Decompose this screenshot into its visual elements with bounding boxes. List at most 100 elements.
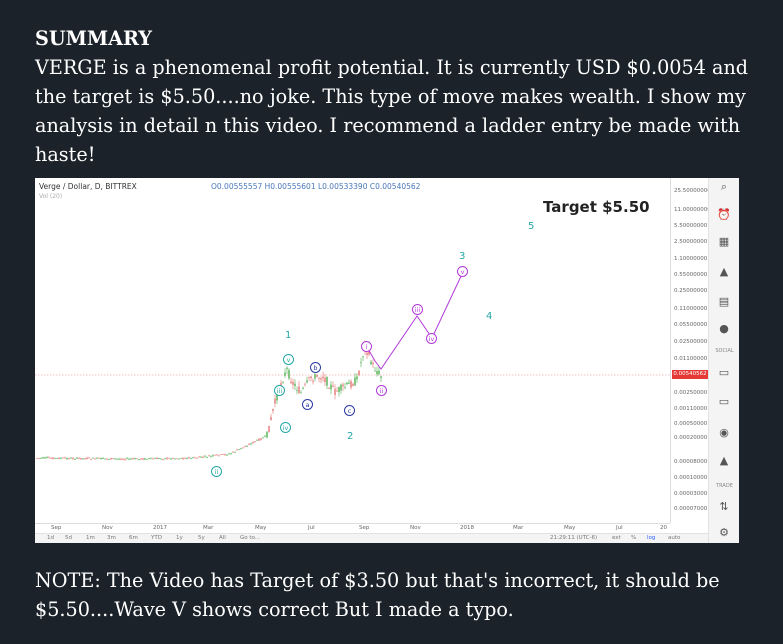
candle-body bbox=[112, 458, 114, 459]
candle-body bbox=[110, 457, 112, 460]
candle-body bbox=[70, 457, 72, 459]
candle-body bbox=[36, 458, 38, 459]
wave-label-b: b bbox=[310, 362, 321, 373]
candle-body bbox=[252, 441, 254, 444]
candle-body bbox=[244, 446, 246, 448]
candle-body bbox=[316, 374, 318, 377]
date-tick: 20 bbox=[660, 525, 667, 531]
candle-body bbox=[268, 425, 270, 433]
candle-body bbox=[236, 449, 238, 451]
candle-body bbox=[128, 458, 130, 460]
candle-body bbox=[194, 457, 196, 459]
candle-body bbox=[294, 383, 296, 387]
settings-gear-icon[interactable]: ⚙ bbox=[719, 526, 729, 539]
range-ytd-button[interactable]: YTD bbox=[151, 535, 162, 541]
candle-body bbox=[100, 457, 102, 460]
candle-body bbox=[60, 458, 62, 459]
go-to-button[interactable]: Go to... bbox=[240, 535, 261, 541]
candle-body bbox=[344, 387, 346, 388]
candle-body bbox=[222, 454, 224, 455]
stream-icon[interactable]: ▭ bbox=[718, 395, 730, 408]
search-icon[interactable]: ⌕ bbox=[720, 180, 728, 193]
price-tick: 0.02500000 bbox=[674, 339, 708, 345]
candle-body bbox=[48, 457, 50, 459]
candle-body bbox=[230, 453, 232, 455]
range-6m-button[interactable]: 6m bbox=[129, 535, 138, 541]
date-tick: 2018 bbox=[460, 525, 474, 531]
candle-body bbox=[170, 458, 172, 460]
range-1d-button[interactable]: 1d bbox=[47, 535, 54, 541]
date-axis[interactable]: Sep Nov 2017 Mar May Jul Sep Nov 2018 Ma… bbox=[35, 523, 670, 534]
flame-icon[interactable]: ▲ bbox=[719, 265, 729, 278]
range-5y-button[interactable]: 5y bbox=[198, 535, 205, 541]
candle-body bbox=[168, 457, 170, 459]
candle-body bbox=[92, 457, 94, 459]
candle-body bbox=[188, 457, 190, 459]
candle-body bbox=[38, 457, 40, 459]
candle-body bbox=[90, 458, 92, 460]
candle-body bbox=[358, 370, 360, 376]
candle-body bbox=[64, 457, 66, 459]
wave-label-major-iii: iii bbox=[412, 304, 423, 315]
candle-body bbox=[144, 458, 146, 460]
candle-body bbox=[346, 382, 348, 385]
candle-body bbox=[326, 376, 328, 386]
candle-body bbox=[288, 369, 290, 379]
price-axis[interactable]: 25.50000000 11.00000000 5.50000000 2.500… bbox=[670, 178, 711, 523]
target-label: Target $5.50 bbox=[543, 198, 650, 216]
candle-body bbox=[68, 458, 70, 460]
auto-toggle[interactable]: auto bbox=[668, 535, 681, 541]
date-tick: Jul bbox=[308, 525, 315, 531]
chart-header: Verge / Dollar, D, BITTREX O0.00555557 H… bbox=[35, 178, 705, 200]
candle-body bbox=[98, 457, 100, 459]
range-all-button[interactable]: All bbox=[219, 535, 226, 541]
chat-icon[interactable]: ▭ bbox=[718, 366, 730, 379]
candle-body bbox=[238, 449, 240, 450]
range-5d-button[interactable]: 5d bbox=[65, 535, 72, 541]
candle-body bbox=[350, 381, 352, 388]
candle-body bbox=[76, 457, 78, 459]
broadcast-icon[interactable]: ◉ bbox=[719, 426, 729, 439]
candle-body bbox=[130, 458, 132, 460]
candle-body bbox=[84, 458, 86, 460]
price-tick: 2.50000000 bbox=[674, 239, 708, 245]
date-tick: Mar bbox=[203, 525, 214, 531]
ext-toggle[interactable]: ext bbox=[612, 535, 621, 541]
candle-body bbox=[336, 390, 338, 392]
volume-label: Vol (20) bbox=[39, 193, 63, 200]
range-1y-button[interactable]: 1y bbox=[176, 535, 183, 541]
price-tick: 0.00250000 bbox=[674, 390, 708, 396]
notification-bell-icon[interactable]: ▲ bbox=[719, 454, 729, 467]
calendar-icon[interactable]: ▦ bbox=[718, 235, 730, 248]
range-1m-button[interactable]: 1m bbox=[86, 535, 95, 541]
candle-body bbox=[334, 388, 336, 396]
range-3m-button[interactable]: 3m bbox=[107, 535, 116, 541]
candle-body bbox=[324, 377, 326, 383]
price-tick: 1.10000000 bbox=[674, 256, 708, 262]
candle-body bbox=[132, 458, 134, 459]
chart-title[interactable]: Verge / Dollar, D, BITTREX bbox=[39, 182, 137, 191]
alarm-clock-icon[interactable]: ⏰ bbox=[717, 208, 731, 221]
chart-image: Verge / Dollar, D, BITTREX O0.00555557 H… bbox=[35, 178, 739, 543]
price-tick: 0.00003000 bbox=[674, 491, 708, 497]
candle-body bbox=[342, 384, 344, 387]
candle-body bbox=[360, 362, 362, 364]
candle-body bbox=[50, 457, 52, 459]
candle-body bbox=[228, 453, 230, 455]
wave-label-a: a bbox=[302, 399, 313, 410]
candle-body bbox=[72, 457, 74, 459]
log-toggle[interactable]: log bbox=[647, 535, 656, 541]
lightbulb-icon[interactable]: ● bbox=[719, 322, 729, 335]
trade-arrows-icon[interactable]: ⇅ bbox=[719, 500, 729, 513]
calendar-grid-icon[interactable]: ▤ bbox=[718, 295, 730, 308]
candle-body bbox=[254, 441, 256, 443]
candle-body bbox=[216, 454, 218, 456]
date-tick: Nov bbox=[102, 525, 113, 531]
percent-toggle[interactable]: % bbox=[631, 535, 637, 541]
chart-ohlc: O0.00555557 H0.00555601 L0.00533390 C0.0… bbox=[211, 182, 421, 191]
wave-label-v: v bbox=[283, 354, 294, 365]
candle-body bbox=[234, 451, 236, 453]
wave-label-ii: ii bbox=[211, 466, 222, 477]
candle-body bbox=[116, 458, 118, 460]
candle-body bbox=[44, 457, 46, 459]
